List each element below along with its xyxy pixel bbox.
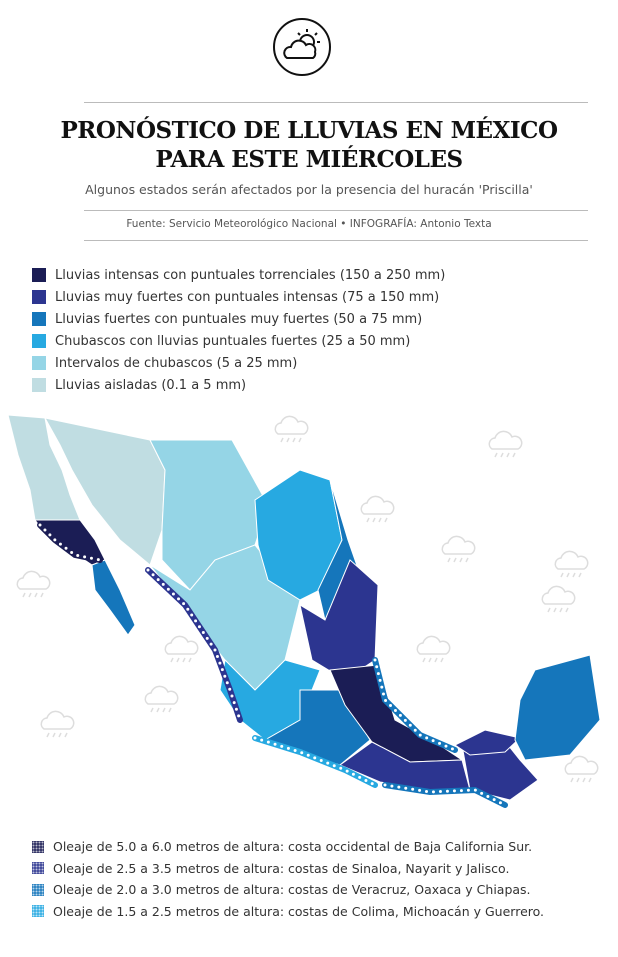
legend-item: Oleaje de 1.5 a 2.5 metros de altura: co… <box>32 901 544 923</box>
legend-label: Oleaje de 1.5 a 2.5 metros de altura: co… <box>53 903 545 919</box>
title-line-2: PARA ESTE MIÉRCOLES <box>155 146 463 173</box>
wave-legend: Oleaje de 5.0 a 6.0 metros de altura: co… <box>32 836 544 922</box>
legend-item: Oleaje de 2.0 a 3.0 metros de altura: co… <box>32 879 544 901</box>
region-yucatan <box>514 654 601 761</box>
legend-swatch <box>32 312 46 326</box>
title-line-1: PRONÓSTICO DE LLUVIAS EN MÉXICO <box>60 117 558 144</box>
wave-coastlines <box>37 522 508 808</box>
mexico-map <box>7 414 601 808</box>
subtitle: Algunos estados serán afectados por la p… <box>85 182 533 197</box>
legend-swatch <box>32 334 46 348</box>
legend-swatch <box>32 862 44 875</box>
legend-label: Oleaje de 2.5 a 3.5 metros de altura: co… <box>53 860 510 876</box>
region-baja-sur-south <box>91 559 136 636</box>
legend-label: Chubascos con lluvias puntuales fuertes … <box>55 333 411 349</box>
rain-legend: Lluvias intensas con puntuales torrencia… <box>32 264 445 396</box>
legend-label: Lluvias muy fuertes con puntuales intens… <box>55 289 440 305</box>
legend-item: Chubascos con lluvias puntuales fuertes … <box>32 330 445 352</box>
legend-swatch <box>32 290 46 304</box>
legend-swatch <box>32 356 46 370</box>
region-tabasco <box>454 729 522 756</box>
legend-item: Oleaje de 5.0 a 6.0 metros de altura: co… <box>32 836 544 858</box>
legend-swatch <box>32 268 46 282</box>
legend-label: Lluvias fuertes con puntuales muy fuerte… <box>55 311 423 327</box>
legend-swatch <box>32 378 46 392</box>
legend-swatch <box>32 840 44 853</box>
divider <box>84 210 588 211</box>
legend-label: Lluvias aisladas (0.1 a 5 mm) <box>55 377 247 393</box>
legend-item: Lluvias muy fuertes con puntuales intens… <box>32 286 445 308</box>
region-slp <box>299 559 379 681</box>
legend-label: Lluvias intensas con puntuales torrencia… <box>55 267 446 283</box>
page-title: PRONÓSTICO DE LLUVIAS EN MÉXICO PARA EST… <box>0 116 618 174</box>
legend-item: Oleaje de 2.5 a 3.5 metros de altura: co… <box>32 858 544 880</box>
source-credit: Fuente: Servicio Meteorológico Nacional … <box>126 218 492 230</box>
legend-item: Lluvias fuertes con puntuales muy fuerte… <box>32 308 445 330</box>
divider <box>84 240 588 241</box>
legend-label: Intervalos de chubascos (5 a 25 mm) <box>55 355 298 371</box>
legend-item: Intervalos de chubascos (5 a 25 mm) <box>32 352 445 374</box>
divider <box>84 102 588 103</box>
legend-item: Lluvias aisladas (0.1 a 5 mm) <box>32 374 445 396</box>
legend-label: Oleaje de 5.0 a 6.0 metros de altura: co… <box>53 839 533 855</box>
sun-cloud-logo-icon <box>273 18 331 76</box>
legend-item: Lluvias intensas con puntuales torrencia… <box>32 264 445 286</box>
legend-swatch <box>32 883 44 896</box>
legend-swatch <box>32 905 44 918</box>
legend-label: Oleaje de 2.0 a 3.0 metros de altura: co… <box>53 882 531 898</box>
